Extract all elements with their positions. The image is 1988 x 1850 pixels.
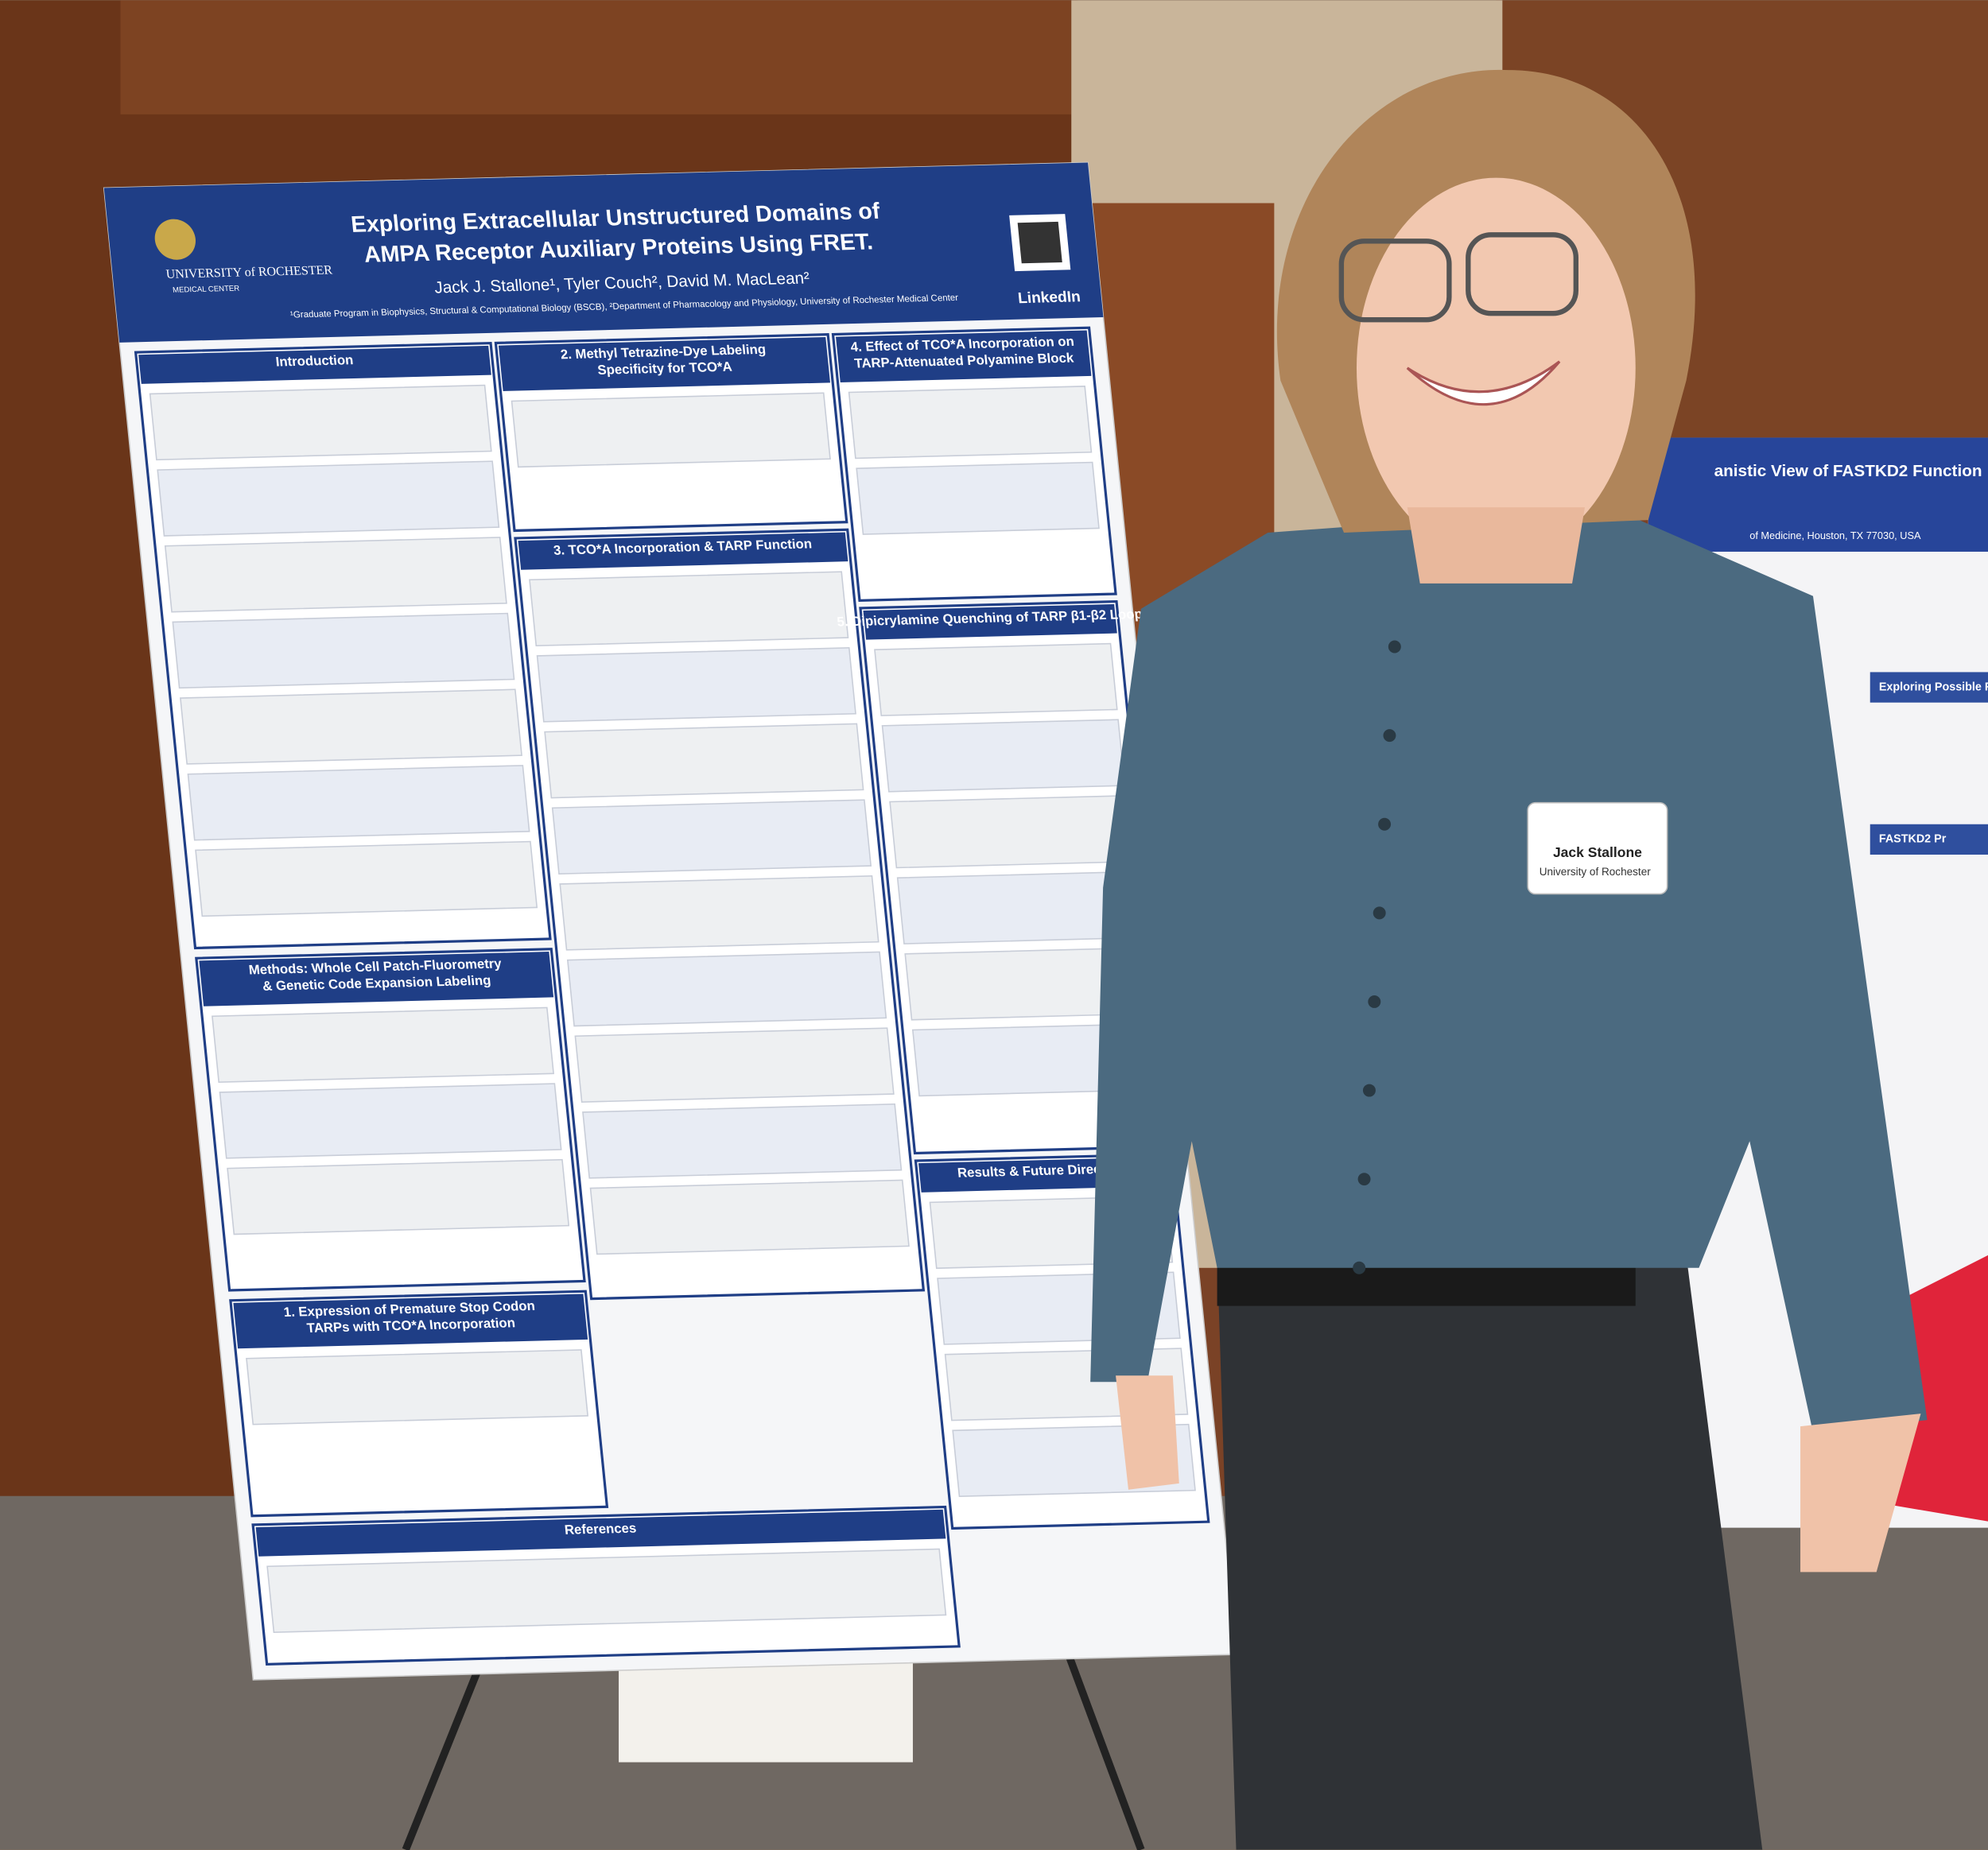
figure-placeholder xyxy=(266,1548,947,1633)
poster-address: of Medicine, Houston, TX 77030, USA xyxy=(1749,529,1921,541)
figure-placeholder xyxy=(180,688,522,765)
figure-placeholder xyxy=(529,571,849,647)
section-heading-box xyxy=(138,345,491,384)
section-heading-box xyxy=(836,330,1092,383)
person: Jack Stallone University of Rochester xyxy=(1090,69,1928,1850)
section-heading: Introduction xyxy=(275,352,354,369)
shirt-button xyxy=(1357,1173,1371,1186)
figure-placeholder xyxy=(212,1006,554,1083)
name-tag-name: Jack Stallone xyxy=(1553,844,1642,860)
figure-placeholder xyxy=(589,1179,910,1255)
figure-placeholder xyxy=(195,840,538,917)
figure-placeholder xyxy=(566,951,887,1027)
poster-title: anistic View of FASTKD2 Function xyxy=(1714,462,1982,480)
section-heading-box xyxy=(1870,824,1988,855)
section-heading-box xyxy=(255,1509,946,1557)
linkedin-label: LinkedIn xyxy=(1017,289,1081,307)
shirt-button xyxy=(1362,1084,1376,1097)
glasses-right xyxy=(1466,232,1579,316)
wood-panel xyxy=(120,0,1072,114)
section-heading: FASTKD2 Pr xyxy=(1879,833,1947,846)
pants xyxy=(1217,1255,1763,1850)
logo-text: UNIVERSITY of ROCHESTER xyxy=(165,264,333,281)
section-heading: Exploring Possible FAS xyxy=(1879,681,1988,693)
hand xyxy=(1800,1414,1921,1573)
figure-placeholder xyxy=(856,461,1100,535)
shirt-button xyxy=(1383,729,1396,743)
figure-placeholder xyxy=(246,1349,589,1425)
name-tag-org: University of Rochester xyxy=(1540,866,1652,878)
figure-placeholder xyxy=(559,875,879,951)
poster-header xyxy=(1648,437,1988,552)
section-heading: References xyxy=(564,1521,637,1538)
figure-placeholder xyxy=(219,1083,562,1159)
logo-emblem xyxy=(154,219,196,260)
logo-text: MEDICAL CENTER xyxy=(173,285,240,295)
section-heading-box xyxy=(233,1293,588,1349)
figure-placeholder xyxy=(582,1103,903,1179)
poster-header xyxy=(103,162,1104,343)
figure-placeholder xyxy=(172,612,515,689)
face xyxy=(1356,177,1636,558)
shirt xyxy=(1090,507,1928,1433)
hand xyxy=(1116,1375,1179,1490)
figure-placeholder xyxy=(157,460,500,537)
shirt-button xyxy=(1373,906,1386,920)
figure-placeholder xyxy=(227,1158,570,1235)
figure-placeholder xyxy=(536,647,856,723)
glasses-left xyxy=(1338,239,1452,323)
section-heading: Specificity for TCO*A xyxy=(596,359,732,378)
qr-code-inner xyxy=(1017,221,1062,264)
shirt-button xyxy=(1388,640,1401,654)
section-heading-box xyxy=(498,336,831,391)
shirt-button xyxy=(1353,1261,1366,1274)
shirt-button xyxy=(1378,817,1392,831)
figure-placeholder xyxy=(149,384,492,461)
smile xyxy=(1406,360,1561,406)
figure-placeholder xyxy=(187,765,530,841)
section-heading-box xyxy=(863,603,1117,640)
section-heading-box xyxy=(518,532,848,570)
neck xyxy=(1407,507,1585,584)
figure-placeholder xyxy=(511,392,831,468)
section-heading-box xyxy=(1870,672,1988,703)
figure-placeholder xyxy=(164,537,507,613)
figure-placeholder xyxy=(881,719,1126,793)
figure-placeholder xyxy=(848,386,1093,460)
figure-placeholder xyxy=(551,799,872,875)
name-tag xyxy=(1527,801,1668,895)
figure-placeholder xyxy=(574,1027,895,1103)
section-heading-box xyxy=(199,952,554,1006)
figure-placeholder xyxy=(544,723,864,799)
shirt-button xyxy=(1368,995,1381,1008)
figure-placeholder xyxy=(889,795,1133,869)
figure-placeholder xyxy=(874,642,1118,716)
